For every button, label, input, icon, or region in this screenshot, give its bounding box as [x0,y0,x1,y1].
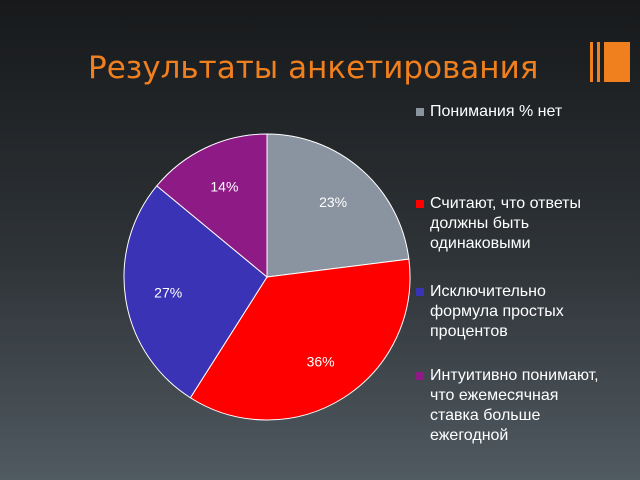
legend-label: Считают, что ответы должны быть одинаков… [430,195,582,252]
slice-value-label: 36% [307,353,335,369]
slide-corner-decoration [590,42,630,82]
legend-item: Понимания % нет [414,102,634,194]
slice-value-label: 23% [319,194,347,210]
legend-label: Понимания % нет [430,103,563,120]
pie-slice [123,185,268,399]
slice-value-label: 14% [210,179,238,195]
chart-legend: Понимания % нет Считают, что ответы долж… [414,102,634,446]
decoration-bar [597,42,600,82]
pie-slice [156,133,268,279]
pie-slice [266,133,410,278]
legend-item: Исключительно формула простых процентов [414,282,634,366]
legend-item: Интуитивно понимают, что ежемесячная ста… [414,366,634,446]
legend-item: Считают, что ответы должны быть одинаков… [414,194,634,282]
legend-label: Интуитивно понимают, что ежемесячная ста… [430,367,599,444]
legend-swatch [416,372,424,380]
legend-swatch [416,200,424,208]
slice-value-label: 27% [154,285,182,301]
slide-title: Результаты анкетирования [88,50,539,86]
legend-swatch [416,288,424,296]
legend-label: Исключительно формула простых процентов [430,283,564,340]
pie-slice [189,258,411,421]
decoration-block [604,42,630,82]
decoration-bar [590,42,593,82]
legend-swatch [416,108,424,116]
